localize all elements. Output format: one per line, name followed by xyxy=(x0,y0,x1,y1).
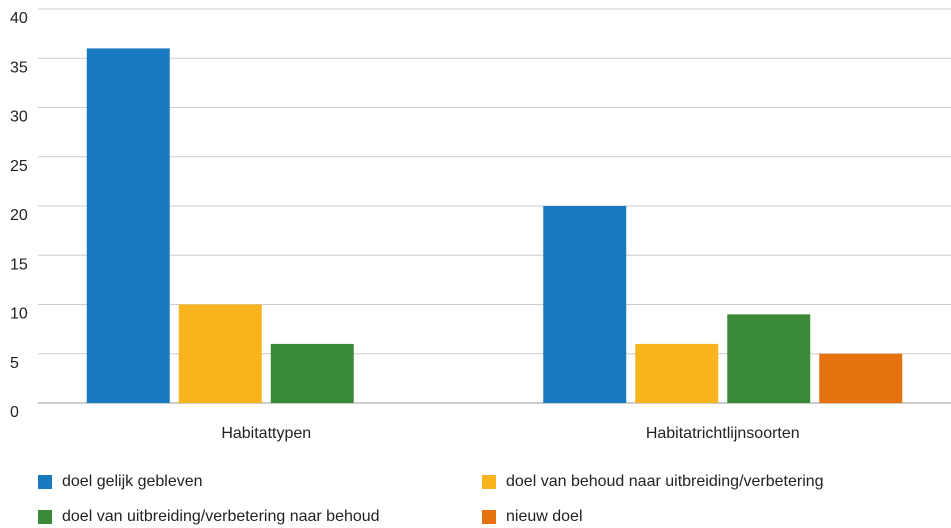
y-tick-label: 10 xyxy=(10,306,28,323)
legend-label: doel van uitbreiding/verbetering naar be… xyxy=(62,508,380,525)
y-tick-label: 40 xyxy=(10,10,28,27)
bar xyxy=(178,304,262,403)
legend-label: nieuw doel xyxy=(506,508,583,525)
legend-label: doel gelijk gebleven xyxy=(62,473,203,490)
legend-swatch xyxy=(38,510,52,524)
legend-label: doel van behoud naar uitbreiding/verbete… xyxy=(506,473,824,490)
y-tick-label: 25 xyxy=(10,158,28,175)
x-tick-label: Habitattypen xyxy=(221,425,311,442)
bar xyxy=(543,206,627,403)
bar xyxy=(635,343,719,403)
y-tick-label: 35 xyxy=(10,59,28,76)
legend-swatch xyxy=(482,475,496,489)
y-tick-label: 30 xyxy=(10,109,28,126)
legend-swatch xyxy=(38,475,52,489)
y-tick-label: 15 xyxy=(10,256,28,273)
bar xyxy=(727,314,811,403)
y-tick-label: 5 xyxy=(10,355,19,372)
legend-swatch xyxy=(482,510,496,524)
bar xyxy=(86,48,170,404)
x-tick-label: Habitatrichtlijnsoorten xyxy=(646,425,800,442)
y-tick-label: 20 xyxy=(10,207,28,224)
bar xyxy=(819,353,903,403)
bar xyxy=(270,343,354,403)
y-tick-label: 0 xyxy=(10,404,19,421)
